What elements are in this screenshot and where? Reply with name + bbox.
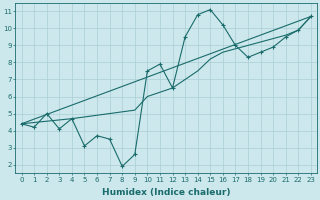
X-axis label: Humidex (Indice chaleur): Humidex (Indice chaleur) [102,188,230,197]
